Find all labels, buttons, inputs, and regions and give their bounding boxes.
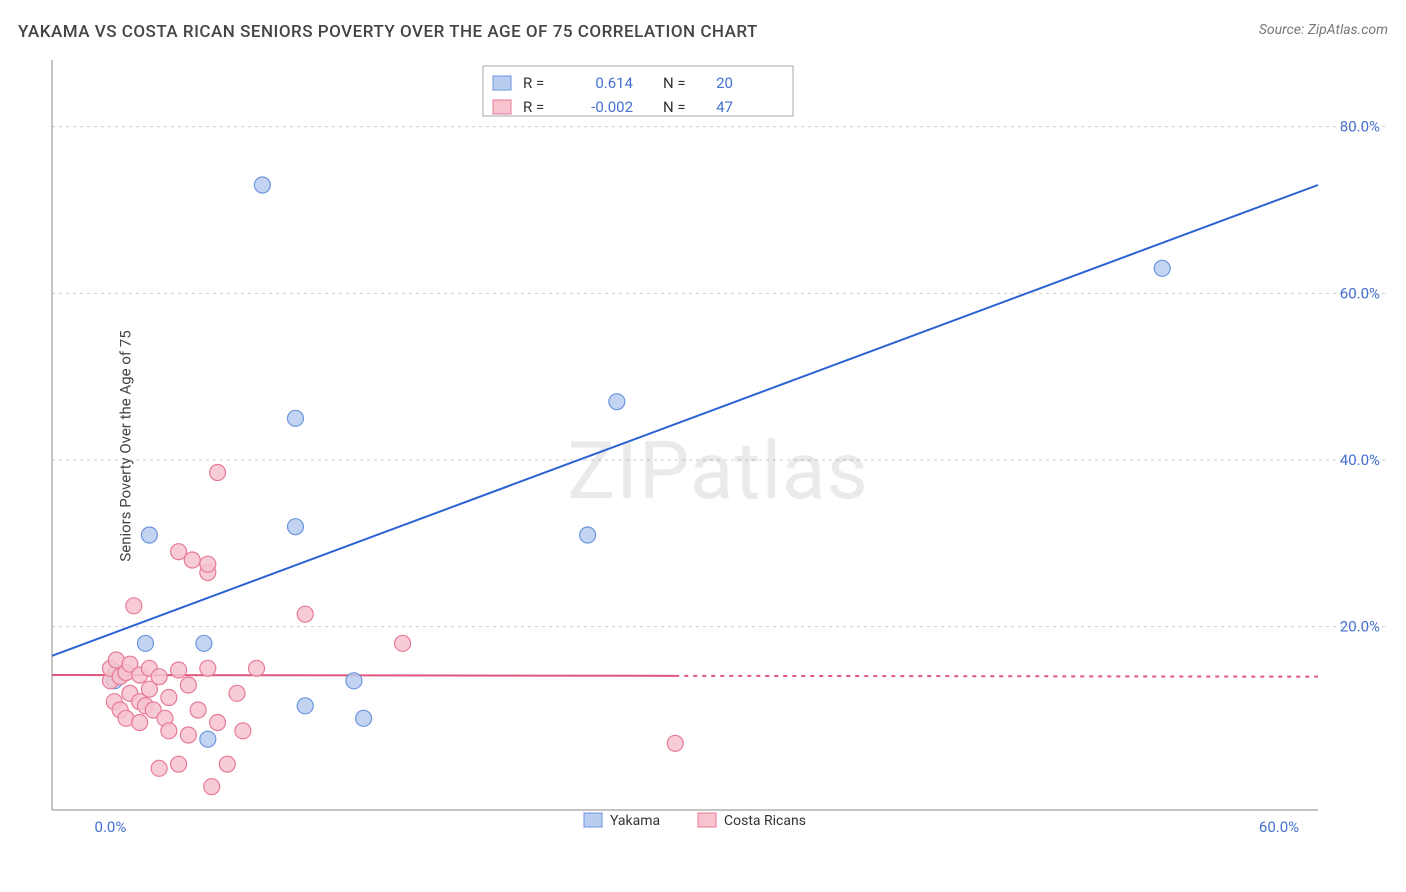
data-point <box>180 727 196 743</box>
legend-swatch <box>493 100 511 114</box>
chart-area: ZIPatlas 20.0% 40.0% 60.0% 80.0% 0.0% 60.0% R =… <box>48 60 1388 842</box>
legend-series-label: Yakama <box>610 813 660 829</box>
legend-n-label: N = <box>663 74 686 92</box>
data-point <box>346 673 362 689</box>
legend-n-value: 47 <box>716 98 733 116</box>
data-point <box>219 756 235 772</box>
data-point <box>190 702 206 718</box>
data-point <box>161 690 177 706</box>
legend-n-label: N = <box>663 98 686 116</box>
data-point <box>132 715 148 731</box>
x-tick-label: 60.0% <box>1259 818 1299 836</box>
legend-n-value: 20 <box>716 74 733 92</box>
data-point <box>210 465 226 481</box>
watermark: ZIPatlas <box>567 424 869 518</box>
legend-series-label: Costa Ricans <box>724 813 806 829</box>
data-point <box>180 677 196 693</box>
data-point <box>229 685 245 701</box>
legend-swatch <box>698 813 716 827</box>
data-point <box>609 394 625 410</box>
data-point <box>126 598 142 614</box>
data-point <box>151 669 167 685</box>
data-point <box>297 606 313 622</box>
data-point <box>580 527 596 543</box>
y-tick-label: 60.0% <box>1340 284 1380 302</box>
data-point <box>196 635 212 651</box>
legend-r-label: R = <box>523 74 544 92</box>
data-point <box>395 635 411 651</box>
data-point <box>249 660 265 676</box>
data-point <box>200 660 216 676</box>
data-point <box>356 710 372 726</box>
data-point <box>161 723 177 739</box>
data-point <box>297 698 313 714</box>
data-point <box>171 662 187 678</box>
legend-r-value: 0.614 <box>595 74 633 92</box>
data-point <box>171 756 187 772</box>
data-point <box>287 410 303 426</box>
legend-r-value: -0.002 <box>591 98 633 116</box>
data-point <box>287 519 303 535</box>
data-point <box>210 715 226 731</box>
legend-r-label: R = <box>523 98 544 116</box>
data-point <box>254 177 270 193</box>
data-point <box>141 527 157 543</box>
trend-line <box>52 185 1318 656</box>
x-tick-label: 0.0% <box>95 818 127 836</box>
trend-line-dashed <box>675 676 1318 677</box>
data-point <box>184 552 200 568</box>
y-tick-label: 80.0% <box>1340 118 1380 136</box>
data-point <box>151 760 167 776</box>
data-point <box>200 731 216 747</box>
scatter-chart: ZIPatlas 20.0% 40.0% 60.0% 80.0% 0.0% 60.0% R =… <box>48 60 1388 842</box>
chart-title: YAKAMA VS COSTA RICAN SENIORS POVERTY OV… <box>18 22 758 42</box>
legend-swatch <box>584 813 602 827</box>
data-point <box>200 556 216 572</box>
legend-swatch <box>493 76 511 90</box>
y-tick-label: 40.0% <box>1340 451 1380 469</box>
data-point <box>137 635 153 651</box>
data-point <box>1154 260 1170 276</box>
data-point <box>667 735 683 751</box>
chart-source: Source: ZipAtlas.com <box>1259 22 1388 38</box>
data-point <box>204 779 220 795</box>
data-point <box>235 723 251 739</box>
y-tick-label: 20.0% <box>1340 618 1380 636</box>
